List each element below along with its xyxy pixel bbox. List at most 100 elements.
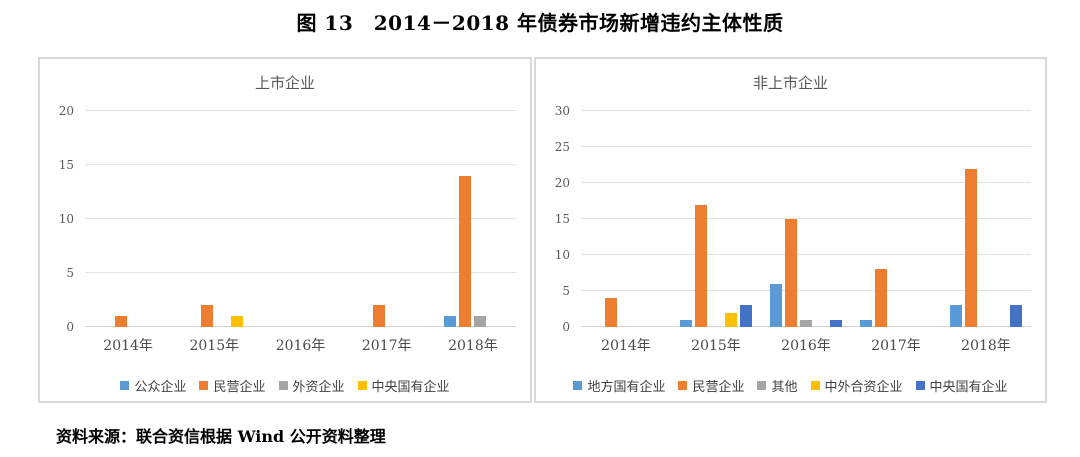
bar xyxy=(725,312,737,327)
y-axis-tick-label: 5 xyxy=(562,284,570,299)
bar xyxy=(474,316,487,327)
y-axis-tick-label: 10 xyxy=(58,212,74,226)
bar xyxy=(1010,305,1022,327)
y-axis-tick-label: 20 xyxy=(58,104,74,118)
plot-area xyxy=(85,110,516,327)
legend-label: 其他 xyxy=(771,380,798,395)
bar-group xyxy=(257,111,343,327)
bar xyxy=(860,319,872,327)
chart-title: 非上市企业 xyxy=(752,74,828,92)
gridline xyxy=(85,218,516,219)
legend-label: 公众企业 xyxy=(134,380,187,395)
bar-groups xyxy=(85,111,516,327)
legend-swatch-icon xyxy=(120,381,130,390)
data-source-note: 资料来源：联合资信根据 Wind 公开资料整理 xyxy=(56,427,386,446)
legend-item: 中央国有企业 xyxy=(915,376,1008,395)
bar xyxy=(785,219,797,327)
bar-group xyxy=(761,111,851,327)
legend-item: 其他 xyxy=(757,376,798,395)
x-axis-tick-label: 2018年 xyxy=(448,338,498,354)
x-axis: 2014年 2015年 2016年 2017年 2018年 xyxy=(536,335,1031,355)
x-axis-tick-label: 2018年 xyxy=(961,338,1011,354)
legend: 地方国有企业 民营企业 其他 中外合资企业 中央国有企业 xyxy=(536,376,1045,395)
y-axis-tick-label: 30 xyxy=(554,104,570,118)
bar-group xyxy=(941,111,1031,327)
bar-group xyxy=(851,111,941,327)
bar xyxy=(965,168,977,327)
bar xyxy=(875,269,887,327)
x-axis-tick-label: 2016年 xyxy=(781,338,831,354)
legend-item: 公众企业 xyxy=(120,376,186,395)
legend: 公众企业 民营企业 外资企业 中央国有企业 xyxy=(40,376,530,395)
bar xyxy=(200,305,213,327)
x-axis-tick-label: 2015年 xyxy=(189,338,240,354)
y-axis-tick-label: 0 xyxy=(562,320,570,334)
legend-item: 民营企业 xyxy=(199,376,266,395)
bar xyxy=(740,305,752,327)
x-axis-tick-label: 2016年 xyxy=(275,338,326,354)
gridline xyxy=(581,182,1031,184)
bar xyxy=(230,316,243,327)
legend-swatch-icon xyxy=(573,381,583,390)
legend-swatch-icon xyxy=(757,381,767,390)
legend-item: 中央国有企业 xyxy=(357,376,450,395)
bar xyxy=(830,319,842,327)
bar xyxy=(459,175,472,327)
plot-area xyxy=(581,110,1031,327)
x-axis-tick-label: 2014年 xyxy=(103,338,153,354)
gridline xyxy=(581,290,1031,292)
bar xyxy=(770,283,782,327)
legend-swatch-icon xyxy=(357,381,367,390)
bar-group xyxy=(344,111,430,327)
legend-item: 地方国有企业 xyxy=(573,376,665,395)
gridline xyxy=(581,146,1031,147)
legend-swatch-icon xyxy=(278,381,288,390)
legend-item: 民营企业 xyxy=(678,376,744,395)
gridline xyxy=(85,326,516,327)
gridline xyxy=(581,110,1031,111)
x-axis-tick-label: 2015年 xyxy=(691,338,741,354)
bar xyxy=(605,298,617,327)
plot-wrap: 0 5 10 15 20 25 30 xyxy=(536,104,1045,334)
chart-panel-unlisted-companies: 非上市企业 0 5 10 15 20 25 30 2014年 2015年 2016年 2017年 2… xyxy=(534,57,1047,403)
y-axis-tick-label: 20 xyxy=(554,176,570,191)
legend-label: 中央国有企业 xyxy=(929,380,1008,395)
y-axis-tick-label: 25 xyxy=(554,140,570,154)
bar-group xyxy=(85,111,171,327)
legend-swatch-icon xyxy=(199,381,209,390)
bar-group xyxy=(171,111,257,327)
bar-group xyxy=(671,111,761,327)
bar xyxy=(680,319,692,327)
x-axis-tick-label: 2017年 xyxy=(361,338,412,354)
y-axis-tick-label: 0 xyxy=(66,320,74,334)
x-axis-tick-label: 2017年 xyxy=(871,338,921,354)
bar xyxy=(373,305,386,327)
plot-wrap: 0 5 10 15 20 xyxy=(40,104,530,334)
gridline xyxy=(581,218,1031,219)
figure-title: 图 13 2014－2018 年债券市场新增违约主体性质 xyxy=(296,11,784,35)
legend-label: 外资企业 xyxy=(292,380,345,395)
y-axis-tick-label: 10 xyxy=(554,248,570,263)
y-axis-tick-label: 15 xyxy=(58,158,74,172)
y-axis-tick-label: 15 xyxy=(554,212,570,226)
bar-groups xyxy=(581,111,1031,327)
legend-label: 民营企业 xyxy=(213,380,266,395)
x-axis-tick-label: 2014年 xyxy=(601,338,651,354)
y-axis: 0 5 10 15 20 xyxy=(40,104,85,334)
gridline xyxy=(85,110,516,111)
bar-group xyxy=(581,111,671,327)
legend-label: 中央国有企业 xyxy=(371,380,450,395)
legend-item: 中外合资企业 xyxy=(810,376,903,395)
bar xyxy=(800,319,812,327)
legend-swatch-icon xyxy=(810,381,820,390)
bar xyxy=(114,316,127,327)
x-axis: 2014年 2015年 2016年 2017年 2018年 xyxy=(40,335,516,355)
y-axis-tick-label: 5 xyxy=(66,266,74,280)
bar-group xyxy=(430,111,516,327)
legend-label: 中外合资企业 xyxy=(824,380,903,395)
gridline xyxy=(581,254,1031,256)
bar xyxy=(695,204,707,327)
gridline xyxy=(85,164,516,165)
y-axis: 0 5 10 15 20 25 30 xyxy=(536,104,581,334)
chart-panel-listed-companies: 上市企业 0 5 10 15 20 2014年 2015年 2016年 2017年 2018年 … xyxy=(38,57,532,403)
